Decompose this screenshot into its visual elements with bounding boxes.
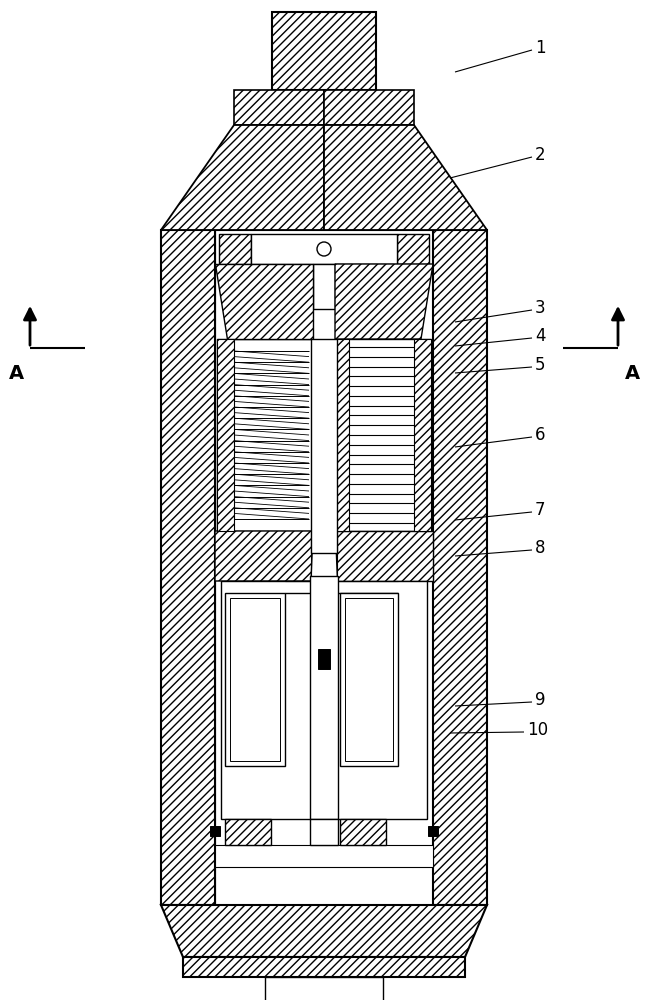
- Bar: [310, 576, 338, 819]
- Text: 9: 9: [535, 691, 546, 709]
- Polygon shape: [234, 90, 324, 125]
- Bar: [221, 581, 427, 819]
- Bar: [161, 230, 215, 905]
- Polygon shape: [335, 264, 433, 339]
- Bar: [335, 339, 431, 531]
- Polygon shape: [324, 90, 414, 125]
- Bar: [217, 339, 313, 531]
- Bar: [428, 826, 438, 836]
- Text: 2: 2: [535, 146, 546, 164]
- Bar: [310, 819, 338, 845]
- Text: 4: 4: [535, 327, 546, 345]
- Text: 7: 7: [535, 501, 546, 519]
- Bar: [311, 339, 337, 553]
- Bar: [210, 826, 220, 836]
- Text: 10: 10: [527, 721, 548, 739]
- Text: 3: 3: [535, 299, 546, 317]
- Bar: [183, 957, 465, 977]
- Bar: [313, 264, 335, 309]
- Bar: [225, 593, 285, 766]
- Bar: [414, 339, 431, 531]
- Bar: [345, 598, 393, 761]
- Text: A: A: [8, 364, 23, 383]
- Circle shape: [317, 242, 331, 256]
- Text: 6: 6: [535, 426, 546, 444]
- Bar: [217, 339, 234, 531]
- Bar: [318, 649, 330, 669]
- Bar: [215, 230, 433, 905]
- Bar: [219, 234, 251, 264]
- Text: A: A: [624, 364, 639, 383]
- Bar: [272, 12, 376, 90]
- Polygon shape: [215, 264, 313, 339]
- Bar: [215, 845, 433, 867]
- Bar: [251, 234, 397, 264]
- Bar: [433, 230, 487, 905]
- Bar: [265, 977, 383, 1000]
- Bar: [340, 593, 398, 766]
- Bar: [397, 234, 429, 264]
- Bar: [230, 598, 280, 761]
- Bar: [225, 819, 271, 845]
- Polygon shape: [215, 531, 313, 581]
- Polygon shape: [161, 125, 324, 230]
- Polygon shape: [335, 531, 433, 581]
- Polygon shape: [324, 125, 487, 230]
- Bar: [335, 339, 349, 531]
- Text: 8: 8: [535, 539, 546, 557]
- Text: 5: 5: [535, 356, 546, 374]
- Polygon shape: [161, 905, 487, 957]
- Text: 1: 1: [535, 39, 546, 57]
- Bar: [340, 819, 386, 845]
